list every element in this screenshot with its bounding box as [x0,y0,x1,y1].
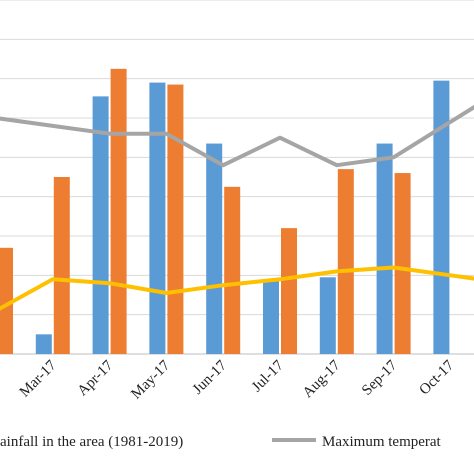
bars [0,68,450,355]
x-tick-labels: Feb-17 Mar-17 Apr-17 May-17 Jun-17 Jul-17 Aug-… [0,357,458,402]
bar-series1-May-17 [167,84,184,355]
legend-label-0: ainfall in the area (1981-2019) [0,434,183,450]
x-tick-label-Apr-17: Apr-17 [75,357,117,399]
bar-series0-Jun-17 [206,143,223,354]
x-tick-label-Jul-17: Jul-17 [249,357,287,395]
bar-series1-Jul-17 [281,228,297,354]
x-tick-label-Feb-17: Feb-17 [0,357,3,399]
x-tick-label-Jun-17: Jun-17 [190,357,231,398]
bar-series0-Apr-17 [92,96,109,354]
line-series-1 [0,104,474,168]
legend: ainfall in the area (1981-2019) Maximum … [0,434,442,450]
bar-series0-Mar-17 [35,334,52,354]
x-tick-label-May-17: May-17 [128,357,173,402]
bar-series0-Sep-17 [376,143,393,354]
bar-series1-Apr-17 [110,68,127,354]
bar-series1-Sep-17 [394,173,411,354]
bar-series0-Jul-17 [263,281,279,354]
bar-series1-Feb-17 [0,247,13,354]
x-tick-label-Oct-17: Oct-17 [416,357,457,398]
bar-series1-Mar-17 [53,177,70,354]
legend-label-1: Maximum temperat [322,434,442,450]
line-series-0 [0,265,474,311]
x-tick-label-Aug-17: Aug-17 [300,357,344,401]
bar-series1-Aug-17 [337,169,354,354]
series-lines [0,104,474,311]
bar-series1-Jun-17 [224,186,241,354]
x-tick-label-Mar-17: Mar-17 [17,357,60,400]
bar-series0-Oct-17 [433,80,450,354]
bar-series0-Aug-17 [319,277,336,354]
x-tick-label-Sep-17: Sep-17 [359,357,401,399]
bar-series0-May-17 [149,82,166,354]
